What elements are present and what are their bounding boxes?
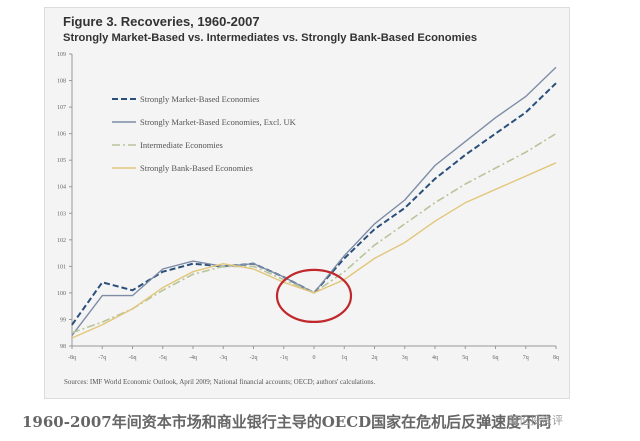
legend-label: Strongly Bank-Based Economies	[140, 163, 253, 173]
chart-subtitle: Strongly Market-Based vs. Intermediates …	[63, 32, 478, 44]
x-tick-label: -3q	[219, 355, 227, 361]
line-chart: 98 99 100 101 102 103 104 105 106 107 108 109 -8q -7q…	[57, 52, 559, 361]
x-tick-label: -5q	[159, 355, 167, 361]
x-tick-label: 5q	[462, 355, 468, 361]
y-tick-label: 101	[57, 264, 66, 270]
y-tick-label: 104	[57, 185, 66, 191]
x-tick-label: 4q	[432, 355, 438, 361]
chart-legend: Strongly Market-Based Economies Strongly …	[112, 94, 297, 173]
y-tick-label: 108	[57, 79, 66, 85]
series-line-4	[71, 162, 557, 339]
x-tick-label: -4q	[189, 355, 197, 361]
x-tick-label: -8q	[68, 355, 76, 361]
y-tick-label: 105	[57, 158, 66, 164]
series-line-2	[71, 66, 557, 336]
x-tick-label: -2q	[250, 355, 258, 361]
x-tick-label: -7q	[98, 355, 106, 361]
x-tick-label: -1q	[280, 355, 288, 361]
chart-title: Figure 3. Recoveries, 1960-2007	[63, 14, 260, 29]
y-tick-label: 107	[57, 105, 66, 111]
caption-bar: 1960-2007年间资本市场和商业银行主导的OECD国家在危机后反弹速度不同	[0, 408, 640, 441]
x-tick-label: 1q	[341, 355, 347, 361]
legend-label: Intermediate Economies	[140, 140, 223, 150]
figure-panel	[44, 7, 570, 399]
caption-text: 1960-2007年间资本市场和商业银行主导的OECD国家在危机后反弹速度不同	[22, 413, 552, 431]
series-line-1	[71, 82, 557, 326]
y-tick-label: 102	[57, 238, 66, 244]
sources-note: Sources: IMF World Economic Outlook, Apr…	[64, 378, 376, 386]
x-tick-label: 0	[313, 355, 316, 361]
x-tick-label: 3q	[402, 355, 408, 361]
x-tick-label: 6q	[493, 355, 499, 361]
x-tick-label: 2q	[372, 355, 378, 361]
legend-label: Strongly Market-Based Economies, Excl. U…	[140, 117, 297, 127]
chart-axes: 98 99 100 101 102 103 104 105 106 107 108 109 -8q -7q…	[57, 52, 559, 361]
x-tick-label: 8q	[553, 355, 559, 361]
y-tick-label: 109	[57, 52, 66, 58]
watermark-text: 美伦投资评	[508, 414, 563, 427]
y-tick-label: 106	[57, 132, 66, 138]
y-tick-label: 99	[60, 317, 66, 323]
highlight-circle	[275, 268, 353, 324]
x-tick-label: 7q	[523, 355, 529, 361]
legend-label: Strongly Market-Based Economies	[140, 94, 259, 104]
y-tick-label: 103	[57, 211, 66, 217]
y-tick-label: 100	[57, 291, 66, 297]
annotation-layer	[275, 268, 353, 324]
x-tick-label: -6q	[129, 355, 137, 361]
y-tick-label: 98	[60, 344, 66, 350]
series-layer	[71, 66, 557, 339]
